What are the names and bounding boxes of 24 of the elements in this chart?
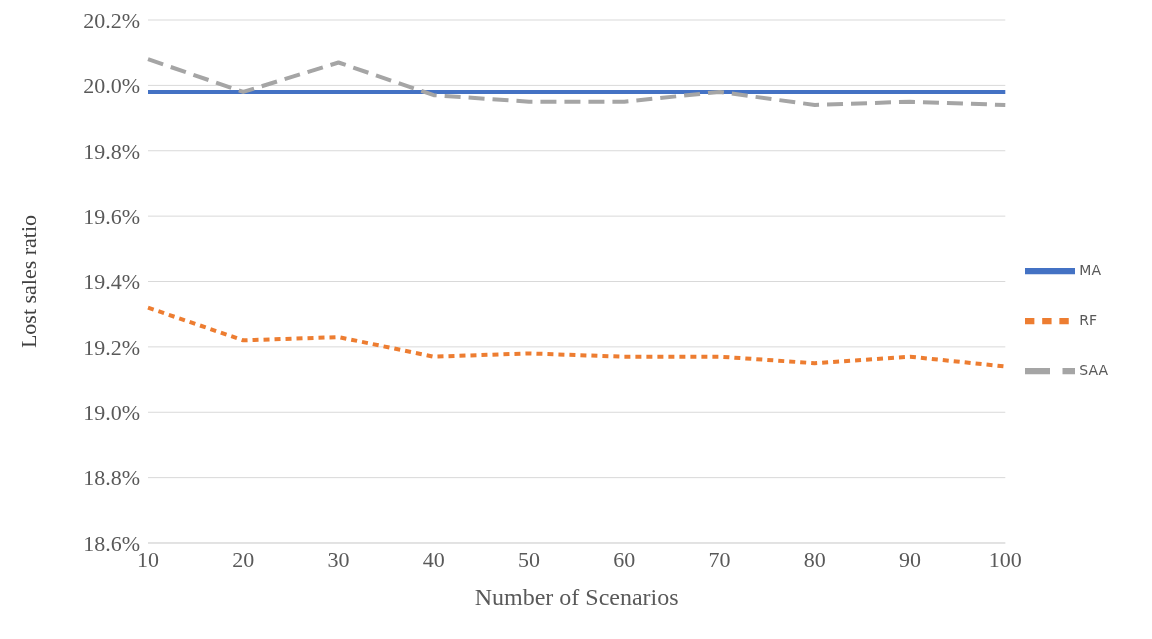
x-tick-label: 50 (518, 546, 541, 572)
legend-label: SAA (1079, 361, 1108, 378)
legend-label: MA (1079, 261, 1101, 278)
y-tick-label: 19.8% (83, 138, 140, 164)
y-tick-label: 19.2% (83, 334, 140, 360)
x-tick-label: 20 (232, 546, 255, 572)
x-tick-label: 70 (708, 546, 731, 572)
x-tick-label: 90 (899, 546, 922, 572)
x-tick-label: 30 (327, 546, 350, 572)
y-tick-label: 18.6% (83, 530, 140, 556)
x-tick-label: 80 (803, 546, 826, 572)
y-tick-label: 19.4% (83, 269, 140, 295)
y-tick-label: 20.0% (83, 73, 140, 99)
y-tick-label: 19.0% (83, 400, 140, 426)
legend-label: RF (1079, 311, 1098, 328)
line-series (146, 57, 1008, 107)
y-tick-label: 18.8% (83, 465, 140, 491)
x-axis-title: Number of Scenarios (474, 584, 679, 610)
y-tick-label: 19.6% (83, 203, 140, 229)
y-tick-label: 20.2% (83, 7, 140, 33)
x-tick-label: 40 (422, 546, 445, 572)
y-axis-title: Lost sales ratio (15, 214, 41, 349)
x-tick-label: 100 (988, 546, 1022, 572)
x-tick-label: 60 (613, 546, 636, 572)
